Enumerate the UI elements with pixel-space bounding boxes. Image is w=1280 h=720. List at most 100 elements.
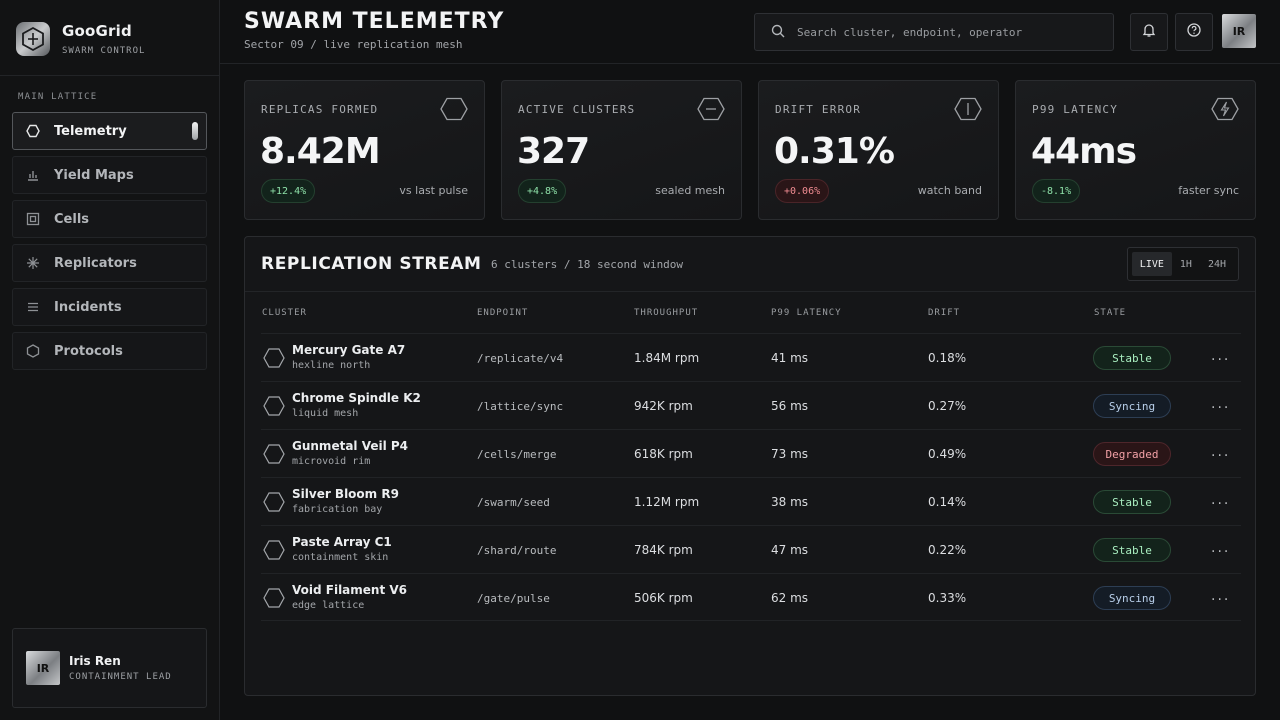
row-more-button[interactable]: ... <box>1211 348 1231 364</box>
hexagon-icon <box>263 540 285 560</box>
status-badge: Degraded <box>1093 442 1171 466</box>
row-more-button[interactable]: ... <box>1211 588 1231 604</box>
endpoint-cell: /replicate/v4 <box>477 352 564 365</box>
hexagon-bar-icon <box>954 97 982 121</box>
help-icon <box>1186 22 1202 42</box>
stat-note: watch band <box>917 184 982 197</box>
bell-icon <box>1141 22 1157 42</box>
cluster-name: Silver Bloom R9 <box>292 487 399 501</box>
table-row[interactable]: Silver Bloom R9 fabrication bay /swarm/s… <box>261 477 1241 525</box>
stat-card-replicas: REPLICAS FORMED 8.42M +12.4% vs last pul… <box>244 80 485 220</box>
column-header-throughput[interactable]: THROUGHPUT <box>634 308 699 318</box>
latency-cell: 73 ms <box>771 447 809 461</box>
panel-subtitle: 6 clusters / 18 second window <box>491 258 684 271</box>
sidebar-item-label: Replicators <box>54 255 137 271</box>
throughput-cell: 1.12M rpm <box>634 495 700 509</box>
brand-logo-icon <box>16 22 50 56</box>
throughput-cell: 1.84M rpm <box>634 351 700 365</box>
cluster-zone: containment skin <box>292 552 389 563</box>
endpoint-cell: /shard/route <box>477 544 557 557</box>
column-header-endpoint[interactable]: ENDPOINT <box>477 308 529 318</box>
stat-note: sealed mesh <box>655 184 725 197</box>
hexagon-icon <box>263 348 285 368</box>
table-row[interactable]: Mercury Gate A7 hexline north /replicate… <box>261 333 1241 381</box>
hexagon-icon <box>263 492 285 512</box>
drift-cell: 0.22% <box>928 543 967 557</box>
throughput-cell: 942K rpm <box>634 399 693 413</box>
row-more-button[interactable]: ... <box>1211 540 1231 556</box>
sidebar-item-cells[interactable]: Cells <box>12 200 207 238</box>
sidebar-item-yield-maps[interactable]: Yield Maps <box>12 156 207 194</box>
latency-cell: 41 ms <box>771 351 809 365</box>
cluster-zone: fabrication bay <box>292 504 383 515</box>
range-switcher: LIVE 1H 24H <box>1126 247 1239 281</box>
asterisk-icon <box>26 256 40 270</box>
sidebar-item-incidents[interactable]: Incidents <box>12 288 207 326</box>
hexagon-icon <box>26 124 40 138</box>
endpoint-cell: /lattice/sync <box>477 400 564 413</box>
throughput-cell: 506K rpm <box>634 591 693 605</box>
notifications-button[interactable] <box>1130 13 1168 51</box>
drift-cell: 0.18% <box>928 351 967 365</box>
search-input[interactable] <box>797 25 1097 39</box>
table-row[interactable]: Void Filament V6 edge lattice /gate/puls… <box>261 573 1241 621</box>
panel-title: REPLICATION STREAM <box>261 254 482 274</box>
nav-section-label: MAIN LATTICE <box>18 92 98 102</box>
header-avatar[interactable]: IR <box>1222 14 1256 48</box>
hexagon-bolt-icon <box>1211 97 1239 121</box>
hexagon-minus-icon <box>697 97 725 121</box>
hexagon-icon <box>263 396 285 416</box>
user-card[interactable]: IR Iris Ren CONTAINMENT LEAD <box>12 628 207 708</box>
sidebar-item-replicators[interactable]: Replicators <box>12 244 207 282</box>
sidebar-item-label: Protocols <box>54 343 123 359</box>
range-live-button[interactable]: LIVE <box>1131 252 1172 276</box>
status-badge: Stable <box>1093 538 1171 562</box>
endpoint-cell: /cells/merge <box>477 448 557 461</box>
replication-stream-panel: REPLICATION STREAM 6 clusters / 18 secon… <box>244 236 1256 696</box>
table-row[interactable]: Paste Array C1 containment skin /shard/r… <box>261 525 1241 573</box>
cluster-name: Mercury Gate A7 <box>292 343 406 357</box>
search-box[interactable] <box>754 13 1114 51</box>
row-more-button[interactable]: ... <box>1211 396 1231 412</box>
cluster-name: Chrome Spindle K2 <box>292 391 421 405</box>
user-name: Iris Ren <box>69 654 121 668</box>
brand[interactable]: GooGrid SWARM CONTROL <box>16 22 145 56</box>
stat-value: 8.42M <box>260 131 381 172</box>
cluster-zone: hexline north <box>292 360 371 371</box>
column-header-state[interactable]: STATE <box>1094 308 1127 318</box>
stat-delta: +0.06% <box>775 179 830 203</box>
row-more-button[interactable]: ... <box>1211 444 1231 460</box>
status-badge: Syncing <box>1093 586 1171 610</box>
panel-header: REPLICATION STREAM 6 clusters / 18 secon… <box>245 237 1255 292</box>
status-badge: Stable <box>1093 490 1171 514</box>
latency-cell: 56 ms <box>771 399 809 413</box>
status-badge: Stable <box>1093 346 1171 370</box>
range-24h-button[interactable]: 24H <box>1207 258 1226 270</box>
column-header-drift[interactable]: DRIFT <box>928 308 961 318</box>
latency-cell: 38 ms <box>771 495 809 509</box>
cluster-zone: microvoid rim <box>292 456 371 467</box>
help-button[interactable] <box>1175 13 1213 51</box>
sidebar-item-telemetry[interactable]: Telemetry <box>12 112 207 150</box>
drift-cell: 0.49% <box>928 447 967 461</box>
range-1h-button[interactable]: 1H <box>1179 258 1192 270</box>
cluster-zone: liquid mesh <box>292 408 359 419</box>
cluster-name: Gunmetal Veil P4 <box>292 439 409 453</box>
cluster-name: Paste Array C1 <box>292 535 392 549</box>
search-icon <box>771 23 785 42</box>
stat-card-drift: DRIFT ERROR 0.31% +0.06% watch band <box>758 80 999 220</box>
drift-cell: 0.33% <box>928 591 967 605</box>
column-header-cluster[interactable]: CLUSTER <box>262 308 307 318</box>
table-row[interactable]: Chrome Spindle K2 liquid mesh /lattice/s… <box>261 381 1241 429</box>
sidebar-item-protocols[interactable]: Protocols <box>12 332 207 370</box>
table-row[interactable]: Gunmetal Veil P4 microvoid rim /cells/me… <box>261 429 1241 477</box>
stat-label: ACTIVE CLUSTERS <box>518 103 636 116</box>
hexagon-icon <box>26 344 40 358</box>
sidebar-item-label: Incidents <box>54 299 122 315</box>
user-role: CONTAINMENT LEAD <box>69 672 172 682</box>
column-header-latency[interactable]: P99 LATENCY <box>771 308 842 318</box>
sidebar-item-label: Telemetry <box>54 123 127 139</box>
stat-value: 44ms <box>1031 131 1137 172</box>
cell-square-icon <box>26 212 40 226</box>
row-more-button[interactable]: ... <box>1211 492 1231 508</box>
